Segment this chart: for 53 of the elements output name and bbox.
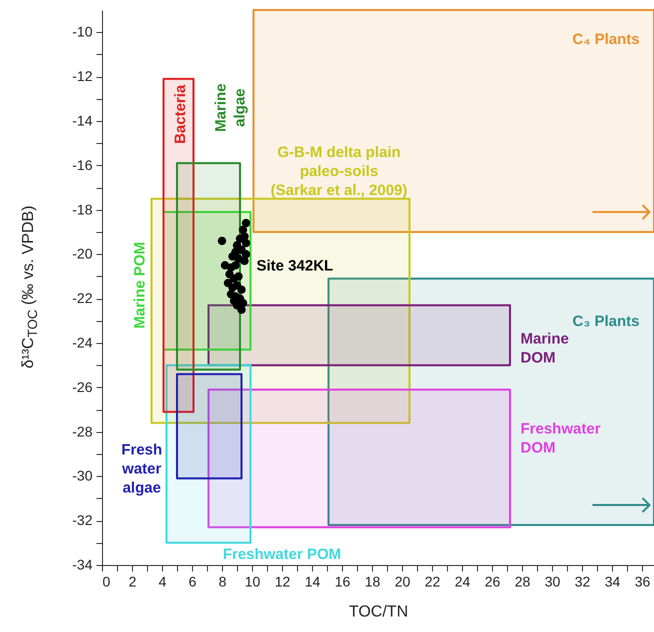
- point: [218, 236, 226, 246]
- legend-label: Marine algae: [212, 84, 248, 132]
- legend-label: C₄ Plants: [572, 30, 640, 48]
- x-tick-label: 4: [158, 574, 167, 590]
- x-axis-title: TOC/TN: [348, 604, 408, 620]
- x-tick-label: 26: [484, 574, 500, 590]
- x-tick-label: 24: [454, 574, 470, 590]
- y-tick-label: -14: [72, 112, 93, 128]
- y-tick-label: -34: [72, 556, 93, 572]
- y-tick-label: -18: [72, 201, 93, 218]
- point: [240, 256, 249, 266]
- point: [242, 218, 250, 228]
- y-tick-label: -26: [72, 378, 93, 395]
- x-tick-label: 36: [634, 574, 650, 590]
- legend-label: Freshwater POM: [222, 546, 342, 563]
- y-tick-label: -22: [72, 290, 93, 306]
- x-tick-label: 6: [188, 574, 197, 590]
- legend-label: C₃ Plants: [572, 312, 640, 330]
- x-tick-label: 2: [128, 574, 137, 590]
- x-tick-label: 0: [102, 574, 110, 590]
- x-tick-label: 18: [364, 574, 380, 590]
- x-tick-label: 34: [604, 574, 620, 590]
- legend-label: Fresh water algae: [121, 442, 162, 497]
- y-tick-label: -32: [72, 512, 93, 528]
- x-tick-label: 32: [574, 574, 590, 590]
- legend-label: G-B-M delta plain paleo-soils (Sarkar et al., 2009): [270, 144, 408, 200]
- y-tick-label: -16: [72, 156, 93, 173]
- y-tick-label: -12: [72, 68, 93, 84]
- point: [237, 306, 246, 314]
- x-tick-label: 28: [514, 574, 530, 590]
- point: [237, 286, 246, 294]
- legend-label: Marine DOM: [520, 330, 569, 367]
- x-tick-label: 30: [544, 574, 560, 590]
- y-tick-label: -10: [72, 24, 93, 40]
- legend-label: Freshwater DOM: [520, 420, 601, 456]
- x-tick-label: 10: [244, 574, 260, 590]
- point: [231, 261, 240, 270]
- y-tick-label: -28: [72, 423, 93, 440]
- legend-label: Marine POM: [132, 242, 148, 329]
- y-tick-label: -24: [72, 334, 93, 350]
- x-tick-label: 12: [274, 574, 290, 590]
- y-tick-label: -30: [72, 468, 93, 484]
- point: [238, 226, 248, 234]
- x-tick-label: 16: [334, 574, 350, 590]
- x-tick-label: 20: [394, 574, 410, 590]
- point: [242, 238, 250, 248]
- x-tick-label: 22: [424, 574, 440, 590]
- x-tick-label: 14: [304, 574, 320, 590]
- x-tick-label: 8: [218, 574, 227, 590]
- y-tick-label: -20: [72, 246, 93, 262]
- legend-label: Bacteria: [172, 84, 189, 144]
- point: [234, 272, 243, 281]
- series-label: Site 342KL: [256, 257, 334, 274]
